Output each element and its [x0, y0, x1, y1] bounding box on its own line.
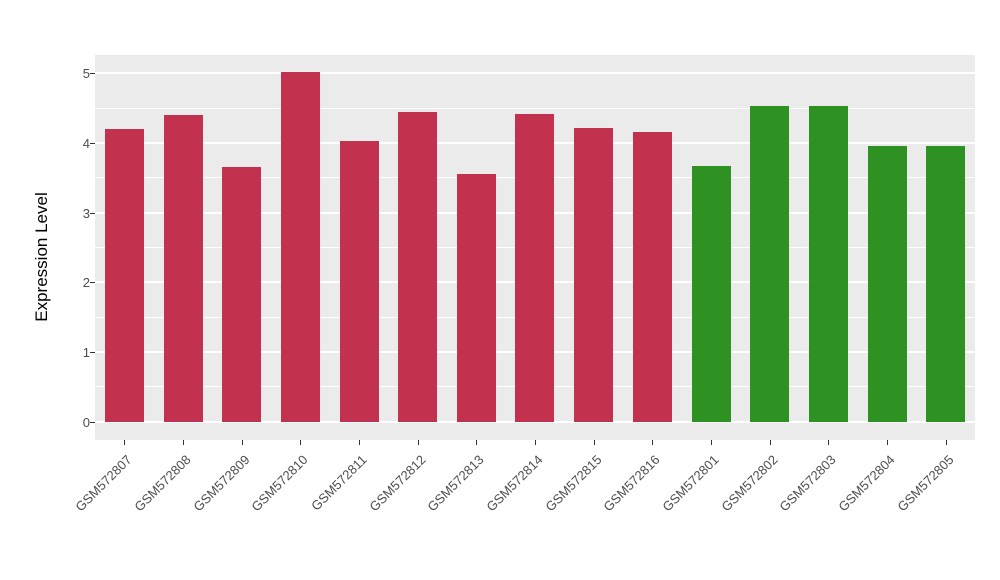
x-tick-mark [241, 440, 243, 445]
x-tick-label-GSM572805: GSM572805 [894, 452, 957, 515]
x-tick-mark [593, 440, 595, 445]
y-tick-mark [90, 282, 95, 284]
bar-GSM572812 [398, 111, 437, 422]
x-tick-label-GSM572808: GSM572808 [131, 452, 194, 515]
x-tick-mark [828, 440, 830, 445]
y-tick-label: 0 [82, 414, 90, 430]
bar-GSM572816 [633, 132, 672, 422]
y-tick-mark [90, 352, 95, 354]
x-tick-label-GSM572812: GSM572812 [366, 452, 429, 515]
bar-GSM572805 [926, 145, 965, 422]
x-tick-label-GSM572813: GSM572813 [424, 452, 487, 515]
x-tick-mark [652, 440, 654, 445]
x-tick-mark [417, 440, 419, 445]
x-tick-mark [476, 440, 478, 445]
x-tick-mark [769, 440, 771, 445]
x-tick-mark [535, 440, 536, 445]
bar-GSM572809 [222, 167, 261, 422]
bar-GSM572801 [692, 165, 731, 422]
y-tick-label: 2 [82, 275, 90, 291]
plot-panel [95, 55, 975, 440]
y-tick-label: 3 [82, 205, 90, 221]
y-tick-mark [90, 73, 95, 75]
x-tick-label-GSM572807: GSM572807 [72, 452, 135, 515]
x-tick-label-GSM572803: GSM572803 [776, 452, 839, 515]
y-tick-mark [90, 142, 95, 144]
bar-GSM572810 [281, 71, 320, 422]
gridline-minor [95, 107, 975, 109]
x-tick-mark [711, 440, 712, 445]
y-tick-label: 1 [82, 345, 90, 361]
bar-GSM572802 [750, 105, 789, 422]
x-tick-mark [183, 440, 184, 445]
x-tick-label-GSM572804: GSM572804 [835, 452, 898, 515]
y-tick-label: 4 [82, 135, 90, 151]
bar-GSM572807 [105, 128, 144, 422]
bar-GSM572815 [574, 128, 613, 422]
y-tick-label: 5 [82, 66, 90, 82]
x-tick-label-GSM572809: GSM572809 [190, 452, 253, 515]
x-tick-mark [124, 440, 126, 445]
x-tick-mark [945, 440, 947, 445]
bar-GSM572814 [515, 114, 554, 422]
x-tick-mark [300, 440, 302, 445]
x-tick-label-GSM572811: GSM572811 [308, 452, 370, 514]
bar-GSM572808 [164, 115, 203, 422]
bar-GSM572811 [340, 140, 379, 422]
x-tick-label-GSM572815: GSM572815 [542, 452, 605, 515]
x-tick-label-GSM572816: GSM572816 [600, 452, 663, 515]
x-tick-label-GSM572802: GSM572802 [718, 452, 781, 515]
x-tick-mark [359, 440, 360, 445]
y-tick-mark [90, 421, 95, 423]
x-tick-label-GSM572810: GSM572810 [248, 452, 311, 515]
gridline-major [95, 72, 975, 75]
bar-GSM572803 [809, 105, 848, 422]
bar-GSM572813 [457, 174, 496, 422]
y-axis-title: Expression Level [32, 192, 51, 322]
x-tick-label-GSM572814: GSM572814 [483, 452, 546, 515]
bar-GSM572804 [868, 145, 907, 422]
x-tick-mark [887, 440, 888, 445]
x-tick-label-GSM572801: GSM572801 [659, 452, 722, 515]
y-tick-mark [90, 212, 95, 214]
